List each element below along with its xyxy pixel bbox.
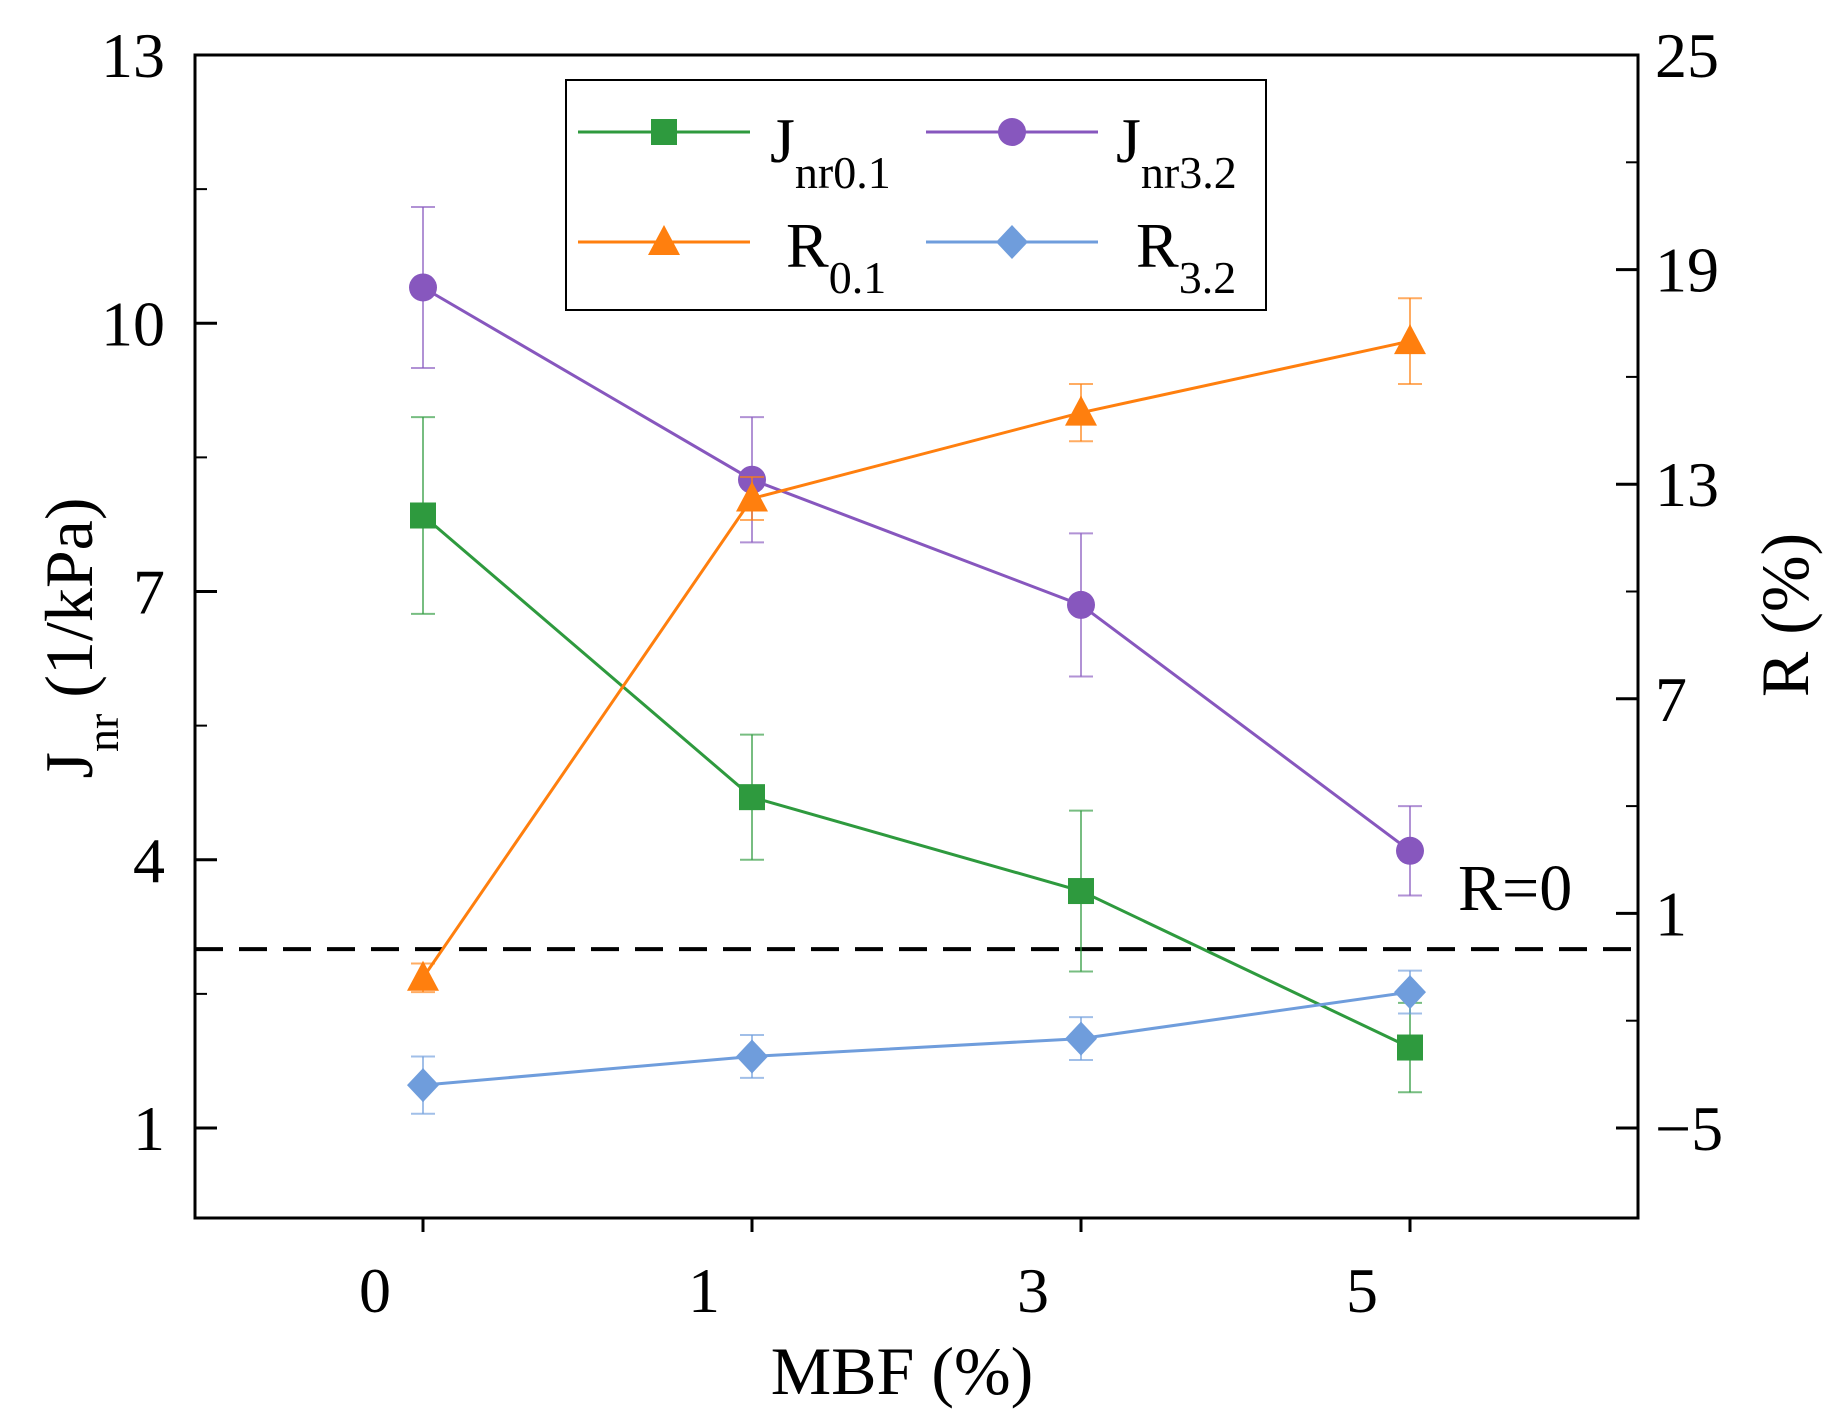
legend-marker-1 bbox=[998, 118, 1026, 146]
legend-entries bbox=[578, 118, 1098, 259]
y-left-title-rest: (1/kPa) bbox=[31, 498, 107, 698]
legend-label-jnr32: Jnr3.2 bbox=[1116, 105, 1237, 198]
svg-text:R (%): R (%) bbox=[1747, 533, 1823, 697]
legend-box bbox=[565, 79, 1267, 311]
series-r-3-2 bbox=[407, 969, 1426, 1115]
legend-label-jnr01: Jnr0.1 bbox=[770, 105, 891, 198]
series-j-nr0-1 bbox=[410, 416, 1423, 1094]
legend-marker-2 bbox=[648, 225, 680, 255]
legend-marker-0 bbox=[651, 119, 677, 145]
series-line-1 bbox=[422, 286, 1411, 853]
data-point-1-3 bbox=[1396, 836, 1424, 865]
data-point-3-3 bbox=[1394, 975, 1426, 1010]
legend-sample-2 bbox=[578, 225, 750, 255]
legend-label-r01: R0.1 bbox=[786, 210, 886, 303]
y-left-tick-label-4: 13 bbox=[101, 20, 165, 91]
y-axis-right-title: R (%) bbox=[1747, 533, 1823, 697]
x-tick-label-3: 5 bbox=[1346, 1255, 1378, 1326]
svg-text:Jnr(1/kPa): Jnr (1/kPa) bbox=[31, 498, 128, 779]
y-left-title-main: J bbox=[31, 752, 107, 778]
data-point-0-3 bbox=[1397, 1034, 1423, 1061]
y-right-tick-label-4: 19 bbox=[1655, 235, 1719, 306]
data-point-3-2 bbox=[1065, 1021, 1097, 1056]
y-right-tick-label-5: 25 bbox=[1655, 20, 1719, 91]
data-point-2-0 bbox=[407, 960, 439, 991]
y-right-tick-label-0: −5 bbox=[1655, 1093, 1723, 1164]
data-point-2-1 bbox=[736, 481, 768, 512]
data-point-3-1 bbox=[736, 1039, 768, 1074]
series-line-3 bbox=[422, 990, 1411, 1087]
y-left-tick-label-1: 4 bbox=[133, 825, 165, 896]
series-layer bbox=[407, 206, 1426, 1115]
y-axis-left-title: Jnr (1/kPa) bbox=[31, 498, 128, 779]
x-tick-label-1: 1 bbox=[688, 1255, 720, 1326]
data-point-2-2 bbox=[1065, 395, 1097, 426]
legend-sample-3 bbox=[926, 225, 1098, 259]
reference-line-label: R=0 bbox=[1458, 852, 1572, 925]
data-point-0-2 bbox=[1068, 878, 1094, 905]
x-tick-label-0: 0 bbox=[359, 1255, 391, 1326]
data-point-1-2 bbox=[1067, 590, 1095, 619]
legend-sample-0 bbox=[578, 119, 750, 145]
data-point-0-0 bbox=[410, 502, 436, 529]
x-tick-label-2: 3 bbox=[1017, 1255, 1049, 1326]
legend-sample-1 bbox=[926, 118, 1098, 146]
y-right-tick-label-1: 1 bbox=[1655, 878, 1687, 949]
series-j-nr3-2 bbox=[409, 206, 1424, 897]
y-right-tick-label-3: 13 bbox=[1655, 449, 1719, 520]
plot-frame bbox=[193, 53, 1640, 1220]
series-r-0-1 bbox=[407, 297, 1426, 994]
legend-marker-3 bbox=[996, 225, 1028, 259]
x-axis-title: MBF (%) bbox=[771, 1333, 1034, 1409]
legend-label-r32: R3.2 bbox=[1136, 210, 1236, 303]
series-line-2 bbox=[421, 339, 1411, 979]
y-left-tick-label-0: 1 bbox=[133, 1093, 165, 1164]
data-point-2-3 bbox=[1394, 324, 1426, 355]
series-line-0 bbox=[422, 514, 1411, 1049]
data-point-0-1 bbox=[739, 784, 765, 811]
data-point-1-0 bbox=[409, 273, 437, 302]
y-left-title-sub: nr bbox=[77, 714, 128, 752]
data-point-3-0 bbox=[407, 1068, 439, 1103]
y-right-tick-label-2: 7 bbox=[1655, 664, 1687, 735]
legend: Jnr0.1 Jnr3.2 R0.1 R3.2 bbox=[565, 79, 1267, 311]
y-left-tick-label-2: 7 bbox=[133, 557, 165, 628]
y-left-tick-label-3: 10 bbox=[101, 288, 165, 359]
